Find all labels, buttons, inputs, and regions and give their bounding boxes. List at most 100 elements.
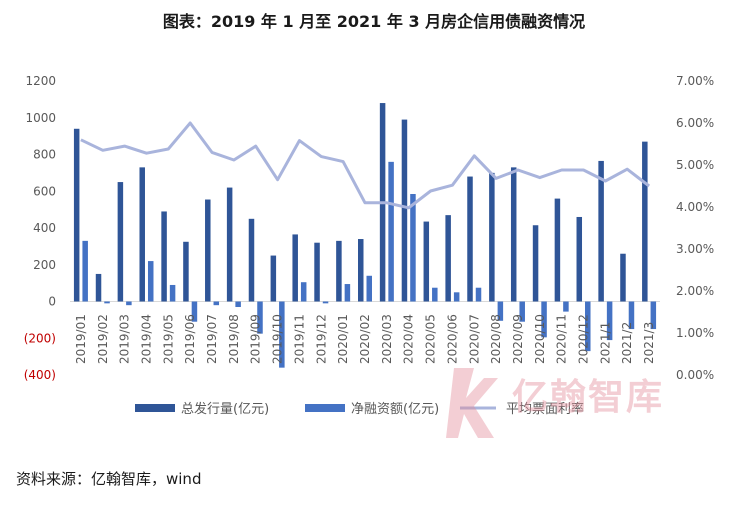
bar-net bbox=[519, 301, 525, 322]
left-tick-label: 1000 bbox=[25, 111, 56, 125]
bar-net bbox=[410, 194, 416, 302]
x-tick-label: 2020/12 bbox=[577, 314, 591, 364]
x-tick-label: 2020/09 bbox=[511, 314, 525, 364]
right-tick-label: 6.00% bbox=[676, 116, 714, 130]
bar-net bbox=[191, 301, 198, 322]
right-tick-label: 3.00% bbox=[676, 242, 714, 256]
rate-line-group bbox=[80, 121, 651, 210]
bar-net bbox=[344, 284, 351, 302]
x-tick-label: 2021/2 bbox=[620, 322, 634, 364]
bar-total bbox=[205, 199, 211, 302]
bar-total bbox=[161, 211, 167, 302]
x-tick-label: 2020/10 bbox=[533, 314, 547, 364]
bar-total bbox=[183, 241, 189, 302]
x-tick-label: 2019/11 bbox=[292, 314, 306, 364]
bar-net bbox=[322, 301, 329, 304]
x-tick-label: 2019/05 bbox=[161, 314, 175, 364]
x-tick-label: 2019/01 bbox=[74, 314, 88, 364]
x-tick-label: 2020/07 bbox=[467, 314, 481, 364]
bar-total bbox=[73, 128, 80, 302]
x-tick-label: 2020/01 bbox=[336, 314, 350, 364]
bar-net bbox=[388, 161, 394, 302]
right-tick-label: 2.00% bbox=[676, 284, 714, 298]
legend-swatch bbox=[135, 404, 175, 412]
x-tick-label: 2021/1 bbox=[598, 322, 612, 364]
x-tick-label: 2020/06 bbox=[445, 314, 459, 364]
left-tick-label: 800 bbox=[33, 148, 56, 162]
x-tick-label: 2020/05 bbox=[424, 314, 438, 364]
bar-total bbox=[510, 167, 517, 302]
bar-total bbox=[292, 234, 298, 302]
bar-net bbox=[563, 301, 569, 312]
bar-total bbox=[248, 218, 255, 302]
bar-total bbox=[95, 273, 102, 302]
bar-total bbox=[336, 240, 342, 302]
bar-total bbox=[314, 242, 320, 302]
bar-total bbox=[270, 255, 277, 302]
source-note: 资料来源：亿翰智库，wind bbox=[16, 470, 202, 488]
bar-total bbox=[423, 221, 430, 302]
x-tick-label: 2019/02 bbox=[96, 314, 110, 364]
bar-total bbox=[642, 141, 648, 302]
bar-total bbox=[489, 172, 495, 302]
x-tick-label: 2019/12 bbox=[314, 314, 328, 364]
x-tick-label: 2019/06 bbox=[183, 314, 197, 364]
bar-net bbox=[279, 301, 285, 368]
right-tick-label: 7.00% bbox=[676, 74, 714, 88]
bar-total bbox=[445, 215, 451, 302]
x-tick-label: 2020/02 bbox=[358, 314, 372, 364]
bar-net bbox=[147, 261, 154, 302]
bar-net bbox=[628, 301, 635, 330]
bar-net bbox=[82, 240, 88, 302]
x-tick-label: 2019/10 bbox=[271, 314, 285, 364]
chart-title: 图表：2019 年 1 月至 2021 年 3 月房企信用债融资情况 bbox=[162, 12, 586, 31]
bar-net bbox=[300, 282, 307, 302]
legend-label: 平均票面利率 bbox=[506, 401, 584, 417]
legend-swatch bbox=[305, 404, 345, 412]
right-axis-ticks: 0.00% 1.00% 2.00% 3.00% 4.00% 5.00% 6.00% 7.00% bbox=[676, 74, 714, 382]
bar-total bbox=[532, 225, 539, 302]
bar-total bbox=[620, 253, 626, 302]
bar-net bbox=[126, 301, 132, 306]
bar-net bbox=[497, 301, 504, 321]
bar-net bbox=[432, 287, 438, 302]
bar-total bbox=[117, 182, 124, 302]
x-tick-label: 2021/3 bbox=[642, 322, 656, 364]
bar-net bbox=[606, 301, 613, 341]
left-tick-label: 400 bbox=[33, 221, 56, 235]
right-tick-label: 5.00% bbox=[676, 158, 714, 172]
bar-total bbox=[598, 160, 604, 302]
x-axis-ticks: 2019/01 2019/02 2019/03 2019/04 2019/05 2019/… bbox=[74, 314, 656, 364]
bar-total bbox=[554, 198, 561, 302]
rate-line bbox=[80, 121, 651, 210]
left-tick-label: (200) bbox=[24, 331, 56, 345]
x-tick-label: 2020/03 bbox=[380, 314, 394, 364]
left-tick-label: 1200 bbox=[25, 74, 56, 88]
bar-net bbox=[585, 301, 591, 352]
bar-total bbox=[358, 239, 364, 302]
bar-total bbox=[139, 167, 145, 302]
watermark-text: 亿翰智库 bbox=[512, 377, 665, 418]
right-tick-label: 0.00% bbox=[676, 368, 714, 382]
left-tick-label: (400) bbox=[24, 368, 56, 382]
bar-total bbox=[401, 119, 408, 302]
bar-net bbox=[104, 301, 110, 304]
left-tick-label: 600 bbox=[33, 184, 56, 198]
bar-total bbox=[467, 176, 473, 302]
bar-net bbox=[257, 301, 263, 334]
bar-total bbox=[226, 187, 233, 302]
x-tick-label: 2019/08 bbox=[227, 314, 241, 364]
x-tick-label: 2019/04 bbox=[139, 314, 153, 364]
bar-net bbox=[453, 292, 460, 302]
bar-net bbox=[213, 301, 220, 306]
x-tick-label: 2019/03 bbox=[118, 314, 132, 364]
right-tick-label: 4.00% bbox=[676, 200, 714, 214]
x-tick-label: 2020/08 bbox=[489, 314, 503, 364]
legend: 总发行量(亿元) 净融资额(亿元) 平均票面利率 bbox=[135, 401, 584, 417]
bars-group bbox=[73, 103, 657, 368]
legend-label: 净融资额(亿元) bbox=[351, 402, 439, 417]
bar-net bbox=[366, 275, 372, 302]
bar-net bbox=[169, 284, 176, 302]
bar-net bbox=[650, 301, 657, 330]
